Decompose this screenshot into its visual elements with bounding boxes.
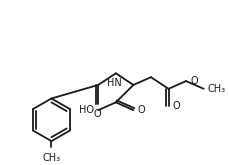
Text: CH₃: CH₃ bbox=[207, 84, 225, 94]
Text: O: O bbox=[172, 101, 179, 111]
Text: CH₃: CH₃ bbox=[42, 153, 60, 163]
Text: O: O bbox=[189, 76, 197, 86]
Text: O: O bbox=[93, 109, 101, 119]
Text: O: O bbox=[137, 105, 144, 115]
Text: HO: HO bbox=[79, 105, 94, 115]
Text: HN: HN bbox=[107, 78, 122, 88]
